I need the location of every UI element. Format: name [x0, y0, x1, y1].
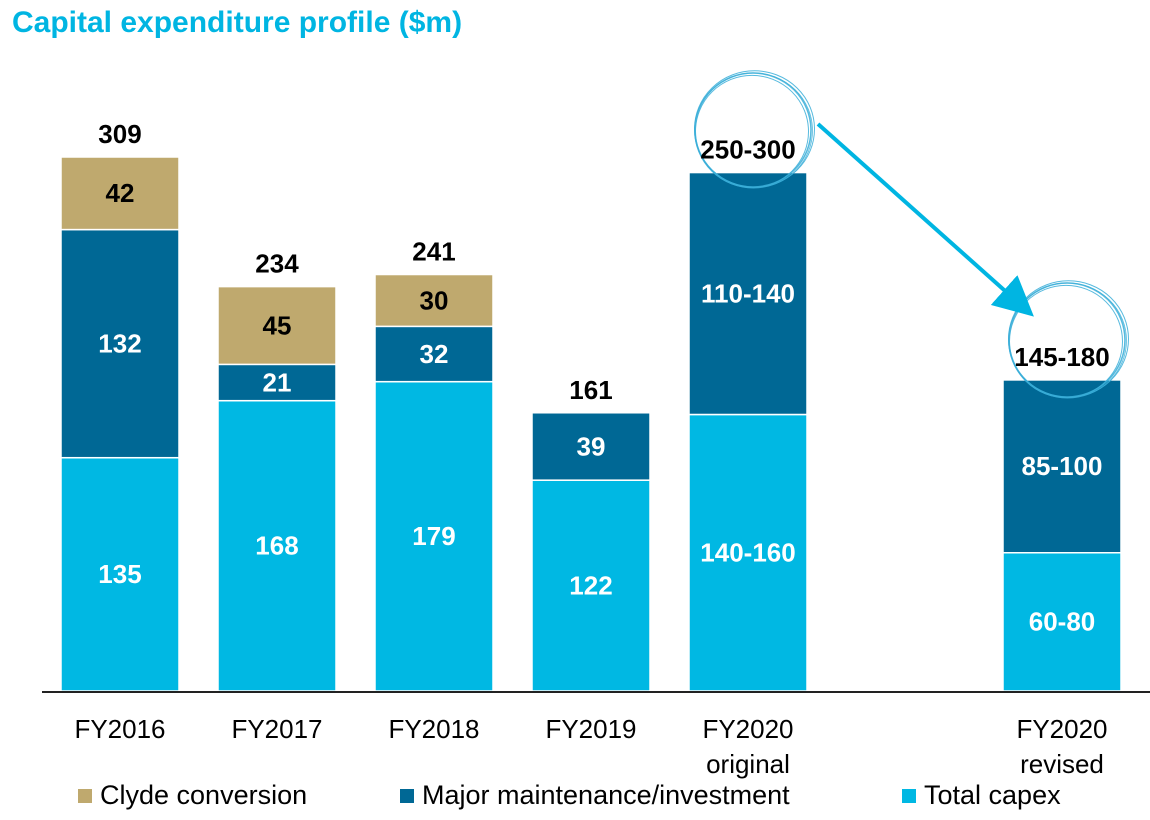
data-label-fy2017-clyde-conversion: 45 — [263, 310, 292, 340]
legend-swatch-total-capex — [902, 788, 916, 803]
bar-fy2018-major-maintenance-investment — [374, 325, 494, 383]
legend-swatch-major-maintenance — [400, 788, 414, 803]
data-label-fy2019-major-maintenance-investment: 39 — [577, 431, 606, 461]
data-label-fy2020-original-major-maintenance-investment: 110-140 — [701, 278, 795, 308]
data-label-fy2018-clyde-conversion: 30 — [420, 285, 449, 315]
data-label-fy2018-major-maintenance-investment: 32 — [420, 339, 449, 369]
bar-fy2020-original-major-maintenance-investment — [688, 171, 808, 416]
data-label-fy2016-total-capex: 135 — [98, 559, 141, 589]
data-label-fy2017-total-capex: 168 — [255, 531, 298, 561]
x-tick-label-fy2019: FY2019 — [545, 714, 636, 744]
bar-fy2020-revised-major-maintenance-investment — [1002, 379, 1122, 554]
total-label-fy2017: 234 — [255, 249, 299, 279]
x-tick-label-fy2020-revised: FY2020 — [1016, 714, 1107, 744]
bar-fy2016-clyde-conversion — [60, 156, 180, 231]
x-tick-label-fy2017: FY2017 — [231, 714, 322, 744]
bar-fy2018-total-capex — [374, 380, 494, 692]
bar-fy2017-total-capex — [217, 399, 337, 692]
bar-fy2019-total-capex — [531, 479, 651, 692]
bar-fy2019-major-maintenance-investment — [531, 412, 651, 481]
bar-fy2016-total-capex — [60, 456, 180, 692]
x-tick-label-fy2018: FY2018 — [388, 714, 479, 744]
total-label-fy2020-original: 250-300 — [700, 135, 795, 165]
highlight-circle-fy2020-revised — [1008, 280, 1129, 399]
legend: Clyde conversion Major maintenance/inves… — [0, 780, 1150, 816]
total-label-fy2019: 161 — [569, 375, 612, 405]
labels-group: 135 132 42 309 FY2016 168 21 45 234 FY2017 179 32 30… — [74, 70, 1129, 779]
highlight-circle-fy2020-original — [694, 70, 815, 189]
legend-item-major-maintenance: Major maintenance/investment — [400, 780, 790, 811]
total-label-fy2016: 309 — [98, 119, 141, 149]
legend-label: Major maintenance/investment — [422, 780, 790, 810]
data-label-fy2016-clyde-conversion: 42 — [106, 178, 135, 208]
bar-fy2020-original-total-capex — [688, 413, 808, 692]
legend-item-clyde-conversion: Clyde conversion — [78, 780, 307, 811]
data-label-fy2019-total-capex: 122 — [569, 570, 612, 600]
bar-fy2017-clyde-conversion — [217, 285, 337, 366]
x-tick-label-fy2016: FY2016 — [74, 714, 165, 744]
data-label-fy2017-major-maintenance-investment: 21 — [263, 367, 292, 397]
bar-fy2018-clyde-conversion — [374, 273, 494, 328]
data-label-fy2020-revised-major-maintenance-investment: 85-100 — [1022, 451, 1103, 481]
legend-label: Total capex — [924, 780, 1061, 810]
x-tick-label-fy2020-original-line2: original — [706, 749, 790, 779]
bar-fy2020-revised-total-capex — [1002, 551, 1122, 692]
legend-label: Clyde conversion — [100, 780, 308, 810]
bars-group — [60, 156, 1122, 692]
legend-item-total-capex: Total capex — [902, 780, 1061, 811]
legend-swatch-clyde — [78, 788, 92, 803]
total-label-fy2018: 241 — [412, 237, 455, 267]
chart-title: Capital expenditure profile ($m) — [12, 6, 463, 39]
data-label-fy2018-total-capex: 179 — [412, 521, 455, 551]
x-tick-label-fy2020-original: FY2020 — [702, 714, 793, 744]
data-label-fy2020-original-total-capex: 140-160 — [700, 538, 795, 568]
annotation-arrow — [816, 122, 1034, 317]
x-tick-label-fy2020-revised-line2: revised — [1020, 749, 1104, 779]
data-label-fy2016-major-maintenance-investment: 132 — [98, 329, 141, 359]
total-label-fy2020-revised: 145-180 — [1014, 342, 1109, 372]
data-label-fy2020-revised-total-capex: 60-80 — [1029, 607, 1096, 637]
